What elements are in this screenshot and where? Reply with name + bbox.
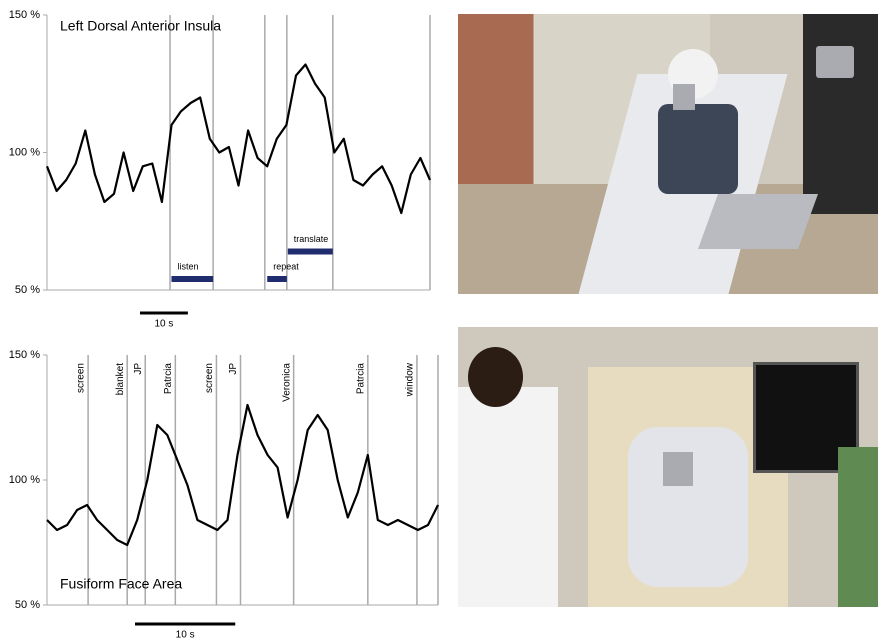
event-label: JP — [133, 363, 144, 375]
chart-title: Fusiform Face Area — [60, 576, 182, 592]
patient — [628, 427, 748, 587]
event-label: Patrcia — [355, 363, 366, 395]
condition-bar — [171, 276, 213, 282]
patient — [658, 104, 738, 194]
condition-label: listen — [177, 261, 198, 271]
scale-bar-label: 10 s — [154, 319, 173, 330]
condition-label: translate — [294, 234, 329, 244]
condition-bar — [267, 276, 287, 282]
photo-patient-laptop — [458, 14, 878, 294]
face-blur — [816, 46, 854, 78]
event-label: screen — [204, 363, 215, 393]
face-blur — [663, 452, 693, 486]
event-label: Patrcia — [163, 363, 174, 395]
signal-line — [47, 65, 430, 214]
y-tick-label: 50 % — [15, 284, 40, 296]
event-label: Veronica — [281, 363, 292, 402]
person-standing — [803, 14, 878, 214]
signal-line — [47, 405, 438, 545]
photo-patient-bed — [458, 327, 878, 607]
event-label: window — [405, 362, 416, 397]
event-label: screen — [76, 363, 87, 393]
event-label: JP — [228, 363, 239, 375]
nurse-hair — [468, 347, 523, 407]
laptop — [698, 194, 818, 249]
scale-bar-label: 10 s — [176, 630, 195, 641]
y-tick-label: 100 % — [9, 474, 40, 486]
chart-title: Left Dorsal Anterior Insula — [60, 18, 221, 34]
y-tick-label: 150 % — [9, 9, 40, 21]
nurse — [458, 387, 558, 607]
y-tick-label: 150 % — [9, 349, 40, 361]
y-tick-label: 50 % — [15, 599, 40, 611]
person-right — [838, 447, 878, 607]
condition-label: repeat — [273, 261, 299, 271]
y-tick-label: 100 % — [9, 146, 40, 158]
figure: {"chart_data": [ {"type": "line", "title… — [0, 0, 878, 644]
charts: 150 % 100 % 50 % listen repeat translate Left … — [0, 0, 445, 644]
event-label: blanket — [115, 363, 126, 395]
face-blur — [673, 84, 695, 110]
condition-bar — [288, 249, 333, 255]
